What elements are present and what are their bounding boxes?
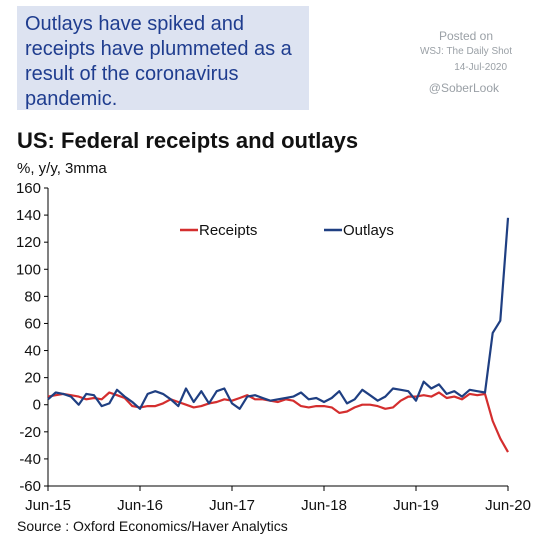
posted-on-stamp: Posted on WSJ: The Daily Shot 14-Jul-202… [411,28,521,76]
x-tick-label: Jun-17 [209,497,255,514]
y-unit-label: %, y/y, 3mma [17,160,107,177]
y-tick-label: -40 [19,451,41,468]
y-tick-label: 0 [33,397,41,414]
chart-title: US: Federal receipts and outlays [17,128,359,153]
posted-date: 14-Jul-2020 [454,62,507,73]
y-tick-label: 60 [24,315,41,332]
posted-source: WSJ: The Daily Shot [419,46,513,57]
x-tick-label: Jun-20 [485,497,531,514]
y-tick-label: 160 [16,180,41,197]
source-note: Source : Oxford Economics/Haver Analytic… [17,518,288,534]
x-tick-label: Jun-16 [117,497,163,514]
posted-handle: @SoberLook [428,81,499,95]
x-tick-label: Jun-19 [393,497,439,514]
series-line-outlays [47,217,510,410]
callout-text: Outlays have spiked and receipts have pl… [25,13,292,110]
y-tick-label: -20 [19,424,41,441]
y-tick-label: 120 [16,234,41,251]
legend-label-outlays: Outlays [343,222,394,239]
x-tick-label: Jun-15 [25,497,71,514]
posted-label: Posted on [438,29,494,43]
y-tick-label: -60 [19,478,41,495]
y-tick-label: 100 [16,261,41,278]
series-line-receipts [47,391,509,453]
y-tick-label: 20 [24,370,41,387]
callout-box: Outlays have spiked and receipts have pl… [17,6,309,110]
y-tick-label: 80 [24,288,41,305]
x-tick-label: Jun-18 [301,497,347,514]
y-tick-label: 140 [16,207,41,224]
y-tick-label: 40 [24,343,41,360]
legend-label-receipts: Receipts [199,222,257,239]
